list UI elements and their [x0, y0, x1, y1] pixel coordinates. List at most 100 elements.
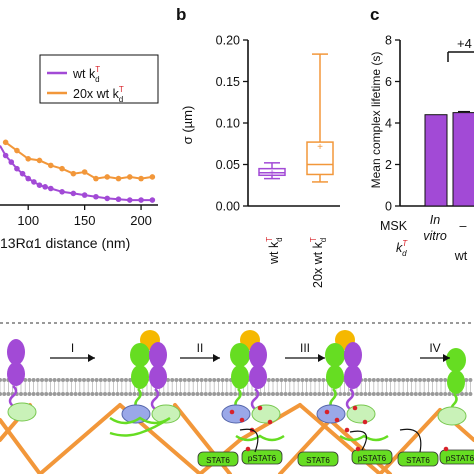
membrane-lipid-head: [191, 378, 196, 382]
panel-a-data-point: [70, 190, 77, 197]
membrane-lipid-head: [443, 392, 448, 396]
panel-a-data-point: [14, 165, 20, 172]
membrane-lipid-head: [279, 378, 284, 382]
membrane-lipid-head: [56, 392, 61, 396]
membrane-lipid-head: [65, 392, 70, 396]
phosphorylation-arrow: [399, 428, 422, 453]
panel-c-row1-value-c: –: [460, 219, 467, 233]
step-arrowhead: [213, 354, 220, 362]
membrane-lipid-head: [262, 392, 267, 396]
jak-kinase: [251, 404, 281, 424]
membrane-lipid-head: [250, 392, 254, 396]
jak-kinase-blue: [316, 404, 346, 424]
panel-b-y-tick-label: 0.00: [216, 200, 240, 214]
membrane-lipid-head: [2, 378, 7, 382]
panel-b-mean-marker: +: [317, 142, 323, 153]
membrane-lipid-head: [56, 378, 61, 382]
panel-a-data-point: [126, 174, 133, 180]
membrane-lipid-head: [371, 392, 376, 396]
panel-a-data-point: [2, 152, 9, 159]
panel-b-box: [306, 141, 334, 176]
panel-b-category-20x-sub: d: [319, 238, 328, 242]
membrane-lipid-head: [426, 392, 431, 396]
legend-label-wt-text: wt k: [72, 67, 96, 81]
receptor-green-domain: [231, 365, 249, 389]
membrane-lipid-head: [27, 378, 32, 382]
panel-c-y-tick-label: 4: [385, 117, 392, 131]
receptor-green-domain: [446, 348, 466, 372]
phosphate-marker: [229, 409, 235, 415]
panel-b-category-20x-sup: T: [309, 237, 318, 242]
membrane-lipid-head: [258, 392, 263, 396]
membrane-lipid-head: [422, 378, 427, 382]
phosphate-marker: [257, 405, 263, 411]
panel-a-line-chart: 100 150 200 13Rα1 distance (nm) wt kT d 20x…: [0, 54, 159, 251]
receptor-purple-domain: [149, 365, 167, 389]
membrane-lipid-head: [178, 392, 183, 396]
membrane-lipid-head: [94, 392, 99, 396]
phosphate-marker: [344, 427, 350, 433]
stat6-label: STAT6: [206, 456, 230, 465]
panel-c-y-tick-label: 0: [385, 200, 392, 214]
panel-a-data-point: [8, 159, 15, 165]
panel-b-letter: b: [176, 5, 186, 24]
membrane-lipid-head: [107, 392, 112, 396]
membrane-lipid-head: [338, 392, 343, 396]
membrane-lipid-head: [182, 378, 187, 382]
membrane-lipid-head: [296, 378, 301, 382]
step-arrowhead: [443, 354, 450, 362]
cytoskeleton-filament: [38, 403, 122, 474]
membrane-lipid-head: [0, 392, 2, 396]
membrane-lipid-head: [23, 378, 28, 382]
membrane-lipid-head: [430, 378, 435, 382]
membrane-lipid-head: [363, 392, 368, 396]
membrane-lipid-head: [128, 392, 133, 396]
membrane-lipid-head: [397, 378, 401, 382]
membrane-lipid-head: [174, 392, 179, 396]
membrane-lipid-head: [90, 392, 95, 396]
stat6-protein: [197, 451, 239, 467]
panel-b-mean-marker: +: [269, 168, 275, 179]
membrane-lipid-head: [6, 392, 11, 396]
membrane-lipid-head: [107, 378, 112, 382]
membrane-lipid-head: [413, 392, 418, 396]
membrane-lipid-head: [464, 392, 469, 396]
panel-c-row2-name: kT d: [396, 239, 408, 258]
cytoskeleton-filament: [328, 418, 392, 474]
membrane-lipid-head: [170, 392, 175, 396]
membrane-lipid-head: [203, 378, 208, 382]
membrane-lipid-head: [439, 378, 443, 382]
membrane-lipid-head: [166, 378, 170, 382]
stat6-label: STAT6: [306, 456, 330, 465]
membrane-lipid-head: [342, 392, 347, 396]
membrane-lipid-head: [98, 392, 103, 396]
membrane-lipid-head: [430, 392, 435, 396]
membrane-lipid-head: [245, 392, 250, 396]
panel-a-x-tick-label: 150: [74, 213, 96, 228]
membrane-lipid-head: [212, 392, 217, 396]
membrane-lipid-head: [287, 392, 292, 396]
panel-c-top-label: +4: [457, 36, 472, 51]
membrane-lipid-head: [31, 378, 36, 382]
panel-a-data-point: [42, 184, 48, 190]
membrane-lipid-head: [304, 378, 309, 382]
panel-c-row1-value-b: vitro: [423, 229, 447, 243]
membrane-lipid-head: [367, 392, 372, 396]
membrane-lipid-head: [195, 378, 200, 382]
panel-b-y-tick-label: 0.15: [216, 75, 240, 89]
membrane-lipid-head: [413, 378, 418, 382]
membrane-lipid-head: [149, 392, 154, 396]
membrane-lipid-head: [468, 392, 473, 396]
membrane-lipid-head: [0, 378, 2, 382]
membrane-lipid-head: [275, 378, 280, 382]
membrane-lipid-head: [443, 378, 448, 382]
panel-a-data-point: [25, 175, 32, 182]
membrane-lipid-head: [191, 392, 196, 396]
intracellular-coil: [235, 434, 285, 442]
phosphorylation-arrow: [239, 428, 259, 453]
step-label: I: [71, 341, 74, 355]
membrane-lipid-head: [19, 392, 23, 396]
membrane-lipid-head: [405, 392, 410, 396]
membrane-lipid-head: [48, 378, 53, 382]
panel-c-row2-sub: d: [402, 249, 407, 258]
